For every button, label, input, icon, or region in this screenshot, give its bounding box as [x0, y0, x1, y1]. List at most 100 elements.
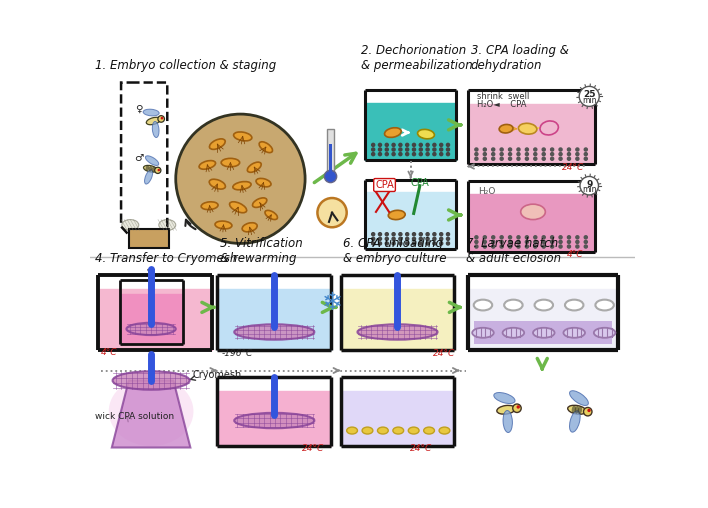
- Circle shape: [551, 240, 554, 243]
- Circle shape: [433, 237, 436, 240]
- Bar: [365, 103, 456, 160]
- Ellipse shape: [569, 411, 580, 432]
- Bar: [327, 129, 333, 173]
- Ellipse shape: [564, 328, 585, 338]
- Circle shape: [392, 233, 395, 236]
- Ellipse shape: [439, 427, 450, 434]
- Circle shape: [399, 233, 402, 236]
- Circle shape: [508, 148, 512, 151]
- Circle shape: [584, 157, 588, 161]
- Circle shape: [447, 143, 450, 146]
- Circle shape: [491, 240, 495, 243]
- Circle shape: [517, 152, 520, 155]
- Circle shape: [406, 233, 409, 236]
- Text: 6. CPA unloading
& embryo culture: 6. CPA unloading & embryo culture: [343, 237, 446, 265]
- Circle shape: [379, 152, 382, 155]
- Ellipse shape: [234, 413, 314, 428]
- Ellipse shape: [152, 167, 155, 172]
- Circle shape: [447, 242, 450, 245]
- Ellipse shape: [504, 300, 523, 310]
- Ellipse shape: [152, 121, 159, 138]
- Ellipse shape: [215, 221, 232, 229]
- Circle shape: [534, 245, 537, 248]
- Ellipse shape: [503, 328, 524, 338]
- Circle shape: [413, 152, 416, 155]
- Circle shape: [580, 176, 598, 195]
- Ellipse shape: [377, 427, 388, 434]
- Circle shape: [517, 236, 520, 239]
- Circle shape: [406, 148, 409, 151]
- Ellipse shape: [113, 371, 190, 390]
- Bar: [467, 194, 595, 252]
- Circle shape: [158, 116, 164, 122]
- Circle shape: [513, 404, 521, 412]
- Circle shape: [419, 152, 423, 155]
- Ellipse shape: [234, 324, 314, 340]
- Circle shape: [576, 152, 579, 155]
- Ellipse shape: [568, 405, 586, 414]
- Circle shape: [475, 152, 478, 155]
- Ellipse shape: [393, 427, 404, 434]
- Circle shape: [399, 237, 402, 240]
- Circle shape: [484, 245, 486, 248]
- Circle shape: [559, 148, 562, 151]
- Circle shape: [406, 242, 409, 245]
- Text: ♂: ♂: [134, 153, 144, 163]
- Bar: [467, 104, 595, 164]
- Text: 9: 9: [586, 180, 593, 188]
- Text: Cryomesh: Cryomesh: [193, 370, 242, 380]
- Circle shape: [372, 148, 375, 151]
- Circle shape: [559, 152, 562, 155]
- Ellipse shape: [210, 139, 225, 149]
- Circle shape: [440, 242, 442, 245]
- Circle shape: [426, 237, 429, 240]
- Circle shape: [372, 237, 375, 240]
- Bar: [129, 229, 169, 248]
- Circle shape: [517, 405, 520, 408]
- Text: 24°C: 24°C: [410, 443, 432, 453]
- Text: 24°C: 24°C: [561, 164, 584, 172]
- Ellipse shape: [423, 427, 435, 434]
- Circle shape: [579, 86, 599, 106]
- Circle shape: [542, 245, 545, 248]
- Bar: [474, 321, 612, 344]
- Ellipse shape: [122, 219, 139, 230]
- Ellipse shape: [247, 162, 261, 172]
- Bar: [341, 289, 455, 351]
- Ellipse shape: [472, 328, 493, 338]
- Circle shape: [551, 152, 554, 155]
- Ellipse shape: [499, 124, 513, 133]
- Circle shape: [392, 143, 395, 146]
- Circle shape: [385, 148, 388, 151]
- Circle shape: [385, 237, 388, 240]
- Text: 5. Vitrification
& rewarming: 5. Vitrification & rewarming: [219, 237, 302, 265]
- Circle shape: [551, 236, 554, 239]
- Circle shape: [419, 148, 423, 151]
- Bar: [217, 391, 331, 446]
- Circle shape: [567, 236, 571, 239]
- Ellipse shape: [256, 178, 271, 187]
- Circle shape: [567, 152, 571, 155]
- Text: 1. Embryo collection & staging: 1. Embryo collection & staging: [95, 58, 276, 72]
- Circle shape: [559, 236, 562, 239]
- Circle shape: [475, 157, 478, 161]
- Circle shape: [500, 236, 503, 239]
- Circle shape: [567, 245, 571, 248]
- Circle shape: [154, 167, 161, 173]
- Ellipse shape: [362, 427, 373, 434]
- Ellipse shape: [147, 117, 161, 125]
- Ellipse shape: [575, 406, 579, 414]
- Ellipse shape: [210, 179, 225, 189]
- Circle shape: [576, 148, 579, 151]
- Circle shape: [500, 152, 503, 155]
- Circle shape: [433, 148, 436, 151]
- Circle shape: [379, 233, 382, 236]
- Circle shape: [475, 236, 478, 239]
- Circle shape: [576, 245, 579, 248]
- Circle shape: [508, 236, 512, 239]
- Circle shape: [525, 245, 528, 248]
- Circle shape: [385, 242, 388, 245]
- Ellipse shape: [535, 300, 553, 310]
- Circle shape: [372, 233, 375, 236]
- Ellipse shape: [233, 181, 251, 190]
